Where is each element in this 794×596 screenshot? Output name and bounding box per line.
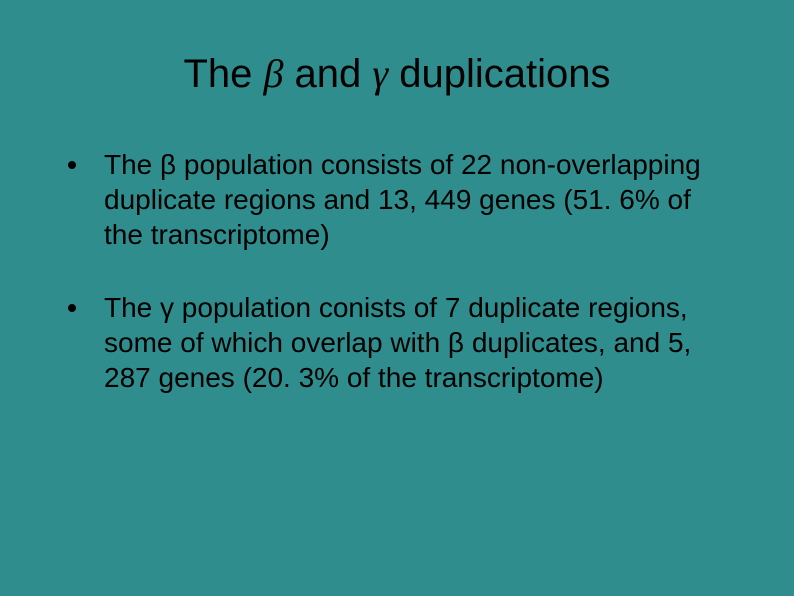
title-text-mid: and <box>283 52 372 96</box>
list-item: The β population consists of 22 non-over… <box>60 147 734 252</box>
title-text-post: duplications <box>388 52 610 96</box>
bullet-text: The γ population conists of 7 duplicate … <box>104 292 691 393</box>
slide-title: The β and γ duplications <box>40 50 754 97</box>
slide: The β and γ duplications The β populatio… <box>0 0 794 596</box>
title-beta: β <box>264 51 284 96</box>
title-text-pre: The <box>183 52 263 96</box>
bullet-list: The β population consists of 22 non-over… <box>60 147 734 395</box>
title-gamma: γ <box>372 51 388 96</box>
bullet-text: The β population consists of 22 non-over… <box>104 149 701 250</box>
list-item: The γ population conists of 7 duplicate … <box>60 290 734 395</box>
